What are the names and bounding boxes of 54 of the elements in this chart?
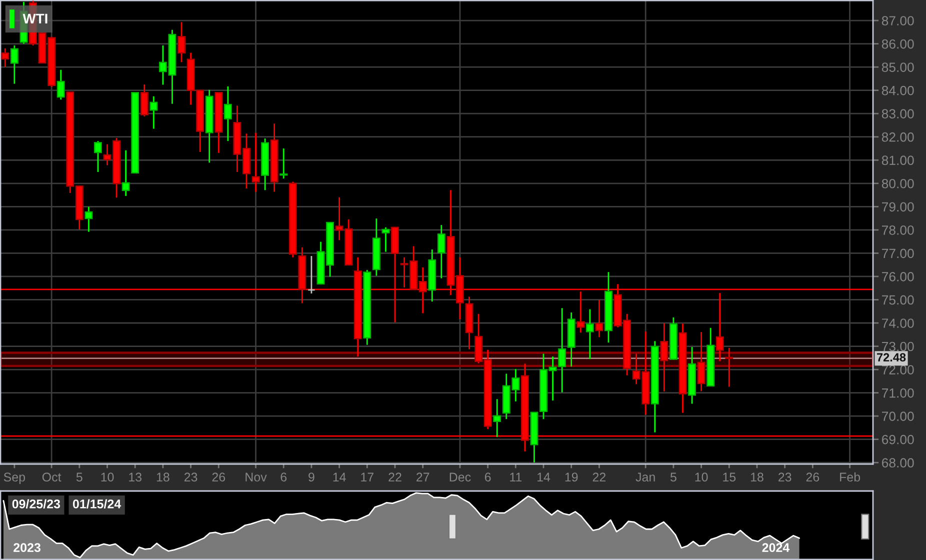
y-tick-label: 74.00: [882, 318, 914, 328]
x-tick-label: 19: [565, 472, 578, 482]
x-tick-label: 6: [280, 472, 287, 482]
x-tick-label: 22: [592, 472, 606, 482]
y-tick-label: 77.00: [882, 248, 914, 258]
x-tick-label: 15: [723, 472, 736, 482]
x-tick-label: 26: [212, 472, 226, 482]
y-tick-label: 85.00: [882, 62, 914, 72]
x-tick-label: 5: [670, 472, 676, 482]
y-tick-label: 78.00: [882, 225, 914, 235]
x-tick-label: 14: [333, 472, 346, 482]
x-tick-label: Feb: [840, 472, 860, 482]
x-tick-label: 18: [156, 472, 170, 482]
y-tick-label: 68.00: [882, 458, 914, 468]
x-tick-label: 13: [129, 472, 142, 482]
legend-label: WTI: [22, 14, 48, 24]
y-tick-label: 76.00: [882, 272, 914, 282]
x-tick-label: 6: [484, 472, 491, 482]
x-tick-label: 10: [101, 472, 114, 482]
y-tick-label: 87.00: [882, 16, 914, 26]
x-tick-label: Oct: [42, 472, 62, 482]
x-tick-label: Nov: [246, 472, 267, 482]
annotation: 09/25/23: [12, 499, 60, 509]
x-tick-label: 18: [750, 472, 764, 482]
x-tick-label: 2023: [14, 543, 40, 552]
y-tick-label: 73.00: [882, 342, 914, 352]
x-tick-label: 23: [778, 472, 792, 482]
y-tick-label: 69.00: [882, 434, 914, 444]
x-tick-label: 23: [184, 472, 198, 482]
y-tick-label: 82.00: [882, 132, 914, 142]
y-tick-label: 84.00: [882, 86, 914, 96]
x-tick-label: 26: [806, 472, 820, 482]
annotation: 01/15/24: [72, 499, 122, 509]
x-tick-label: Sep: [4, 472, 26, 484]
y-tick-label: 86.00: [882, 39, 914, 49]
ref-line-label: 72.48: [876, 353, 906, 362]
y-tick-label: 80.00: [882, 178, 914, 188]
y-tick-label: 70.00: [882, 412, 914, 421]
x-tick-label: Jan: [636, 472, 655, 482]
x-tick-label: 27: [416, 472, 430, 482]
x-tick-label: 10: [695, 472, 708, 482]
x-tick-label: 11: [510, 472, 522, 482]
x-tick-label: 5: [76, 472, 82, 482]
x-tick-label: Dec: [450, 472, 471, 482]
x-tick-label: 2024: [762, 543, 790, 552]
y-tick-label: 83.00: [882, 109, 914, 118]
x-tick-label: 14: [537, 472, 550, 482]
y-tick-label: 71.00: [882, 388, 914, 398]
x-tick-label: 9: [308, 472, 314, 482]
x-tick-label: 17: [361, 472, 374, 482]
y-tick-label: 81.00: [882, 156, 914, 166]
y-tick-label: 79.00: [882, 202, 914, 212]
y-tick-label: 75.00: [882, 295, 914, 305]
x-tick-label: 22: [388, 472, 402, 482]
